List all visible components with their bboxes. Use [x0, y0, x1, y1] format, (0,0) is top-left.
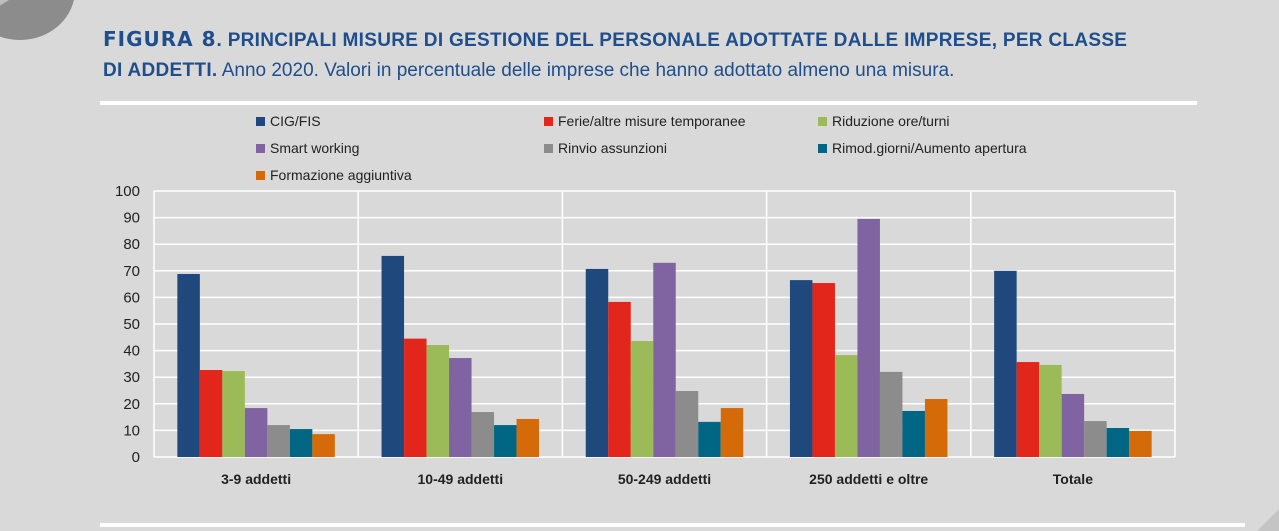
legend-item: Ferie/altre misure temporanee	[544, 113, 746, 129]
bar-riduzione-ore-turni-250-addetti-e-oltre	[834, 355, 858, 457]
x-category-label: Totale	[1053, 471, 1093, 487]
chart-legend: CIG/FIS Ferie/altre misure temporanee Ridu…	[256, 111, 1076, 191]
legend-label: CIG/FIS	[270, 113, 321, 129]
legend-item: Riduzione ore/turni	[818, 113, 950, 129]
figure-title-text: . PRINCIPALI MISURE DI GESTIONE DEL PERS…	[103, 30, 1128, 81]
bar-rinvio-assunzioni-10-49-addetti	[471, 412, 495, 457]
bar-cig-fis-10-49-addetti	[381, 255, 405, 457]
legend-item: CIG/FIS	[256, 113, 321, 129]
bar-formazione-aggiuntiva-3-9-addetti	[312, 434, 335, 457]
legend-swatch	[818, 143, 827, 153]
y-tick-label: 50	[123, 316, 140, 333]
bar-formazione-aggiuntiva-10-49-addetti	[516, 418, 540, 457]
bar-smart-working-3-9-addetti	[244, 408, 268, 457]
bar-smart-working-totale	[1061, 393, 1085, 457]
legend-label: Formazione aggiuntiva	[270, 167, 412, 183]
bar-rinvio-assunzioni-250-addetti-e-oltre	[879, 371, 903, 457]
legend-swatch	[256, 170, 265, 180]
legend-label: Rimod.giorni/Aumento apertura	[832, 140, 1027, 156]
bar-rimod-giorni-aumento-apertura-250-addetti-e-oltre	[902, 410, 925, 457]
y-tick-label: 10	[123, 422, 140, 439]
bar-rimod-giorni-aumento-apertura-totale	[1106, 428, 1130, 457]
bar-cig-fis-250-addetti-e-oltre	[789, 280, 813, 457]
bar-smart-working-10-49-addetti	[449, 358, 472, 457]
y-axis-ticks: 0 10 20 30 40 50 60 70 80 90 100	[115, 183, 140, 466]
legend-swatch	[544, 116, 553, 126]
bar-rinvio-assunzioni-totale	[1084, 421, 1107, 457]
bar-cig-fis-totale	[994, 270, 1017, 457]
x-category-label: 50-249 addetti	[618, 471, 711, 487]
bar-rimod-giorni-aumento-apertura-3-9-addetti	[289, 429, 313, 457]
y-tick-label: 90	[123, 210, 140, 227]
bar-rinvio-assunzioni-3-9-addetti	[267, 425, 290, 457]
bottom-rule	[100, 523, 1245, 527]
y-tick-label: 80	[123, 236, 140, 253]
legend-item: Rinvio assunzioni	[544, 140, 667, 156]
bar-rinvio-assunzioni-50-249-addetti	[675, 391, 699, 457]
y-tick-label: 40	[123, 343, 140, 360]
x-category-label: 3-9 addetti	[221, 471, 291, 487]
bar-ferie-altre-misure-temporanee-50-249-addetti	[608, 301, 631, 457]
legend-label: Riduzione ore/turni	[832, 113, 950, 129]
bar-ferie-altre-misure-temporanee-totale	[1016, 362, 1040, 457]
x-category-label: 10-49 addetti	[418, 471, 504, 487]
decorative-corner-fold	[1257, 509, 1279, 531]
bar-cig-fis-50-249-addetti	[585, 268, 609, 457]
y-tick-label: 70	[123, 263, 140, 280]
y-tick-label: 20	[123, 396, 140, 413]
bar-rimod-giorni-aumento-apertura-50-249-addetti	[698, 421, 721, 457]
legend-label: Ferie/altre misure temporanee	[558, 113, 746, 129]
legend-item: Smart working	[256, 140, 359, 156]
legend-item: Rimod.giorni/Aumento apertura	[818, 140, 1027, 156]
bar-smart-working-50-249-addetti	[653, 262, 676, 457]
figure-title: FIGURA 8. PRINCIPALI MISURE DI GESTIONE …	[103, 24, 1133, 86]
legend-swatch	[544, 143, 553, 153]
bar-formazione-aggiuntiva-50-249-addetti	[720, 408, 744, 457]
x-axis-labels: 3-9 addetti 10-49 addetti 50-249 addetti 25…	[221, 471, 1093, 487]
bar-riduzione-ore-turni-totale	[1039, 364, 1062, 457]
bar-riduzione-ore-turni-50-249-addetti	[630, 341, 654, 457]
y-tick-label: 30	[123, 369, 140, 386]
y-tick-label: 60	[123, 289, 140, 306]
y-tick-label: 0	[132, 449, 140, 466]
legend-swatch	[256, 116, 265, 126]
y-tick-label: 100	[115, 183, 140, 200]
top-rule	[100, 101, 1197, 105]
bar-riduzione-ore-turni-10-49-addetti	[426, 345, 450, 457]
legend-swatch	[818, 116, 827, 126]
bar-smart-working-250-addetti-e-oltre	[857, 218, 880, 457]
bar-ferie-altre-misure-temporanee-10-49-addetti	[404, 338, 427, 457]
bars	[177, 218, 1152, 457]
figure-subtitle: Anno 2020. Valori in percentuale delle i…	[217, 60, 955, 81]
legend-label: Rinvio assunzioni	[558, 140, 667, 156]
legend-swatch	[256, 143, 265, 153]
bar-ferie-altre-misure-temporanee-3-9-addetti	[199, 370, 223, 457]
bar-ferie-altre-misure-temporanee-250-addetti-e-oltre	[812, 283, 835, 457]
bar-cig-fis-3-9-addetti	[177, 273, 200, 457]
bar-rimod-giorni-aumento-apertura-10-49-addetti	[494, 425, 517, 457]
legend-item: Formazione aggiuntiva	[256, 167, 412, 183]
bar-riduzione-ore-turni-3-9-addetti	[222, 371, 245, 457]
bar-formazione-aggiuntiva-totale	[1129, 430, 1152, 457]
x-category-label: 250 addetti e oltre	[809, 471, 928, 487]
legend-label: Smart working	[270, 140, 360, 156]
figure-number: FIGURA 8	[103, 27, 217, 51]
bar-formazione-aggiuntiva-250-addetti-e-oltre	[924, 399, 948, 457]
